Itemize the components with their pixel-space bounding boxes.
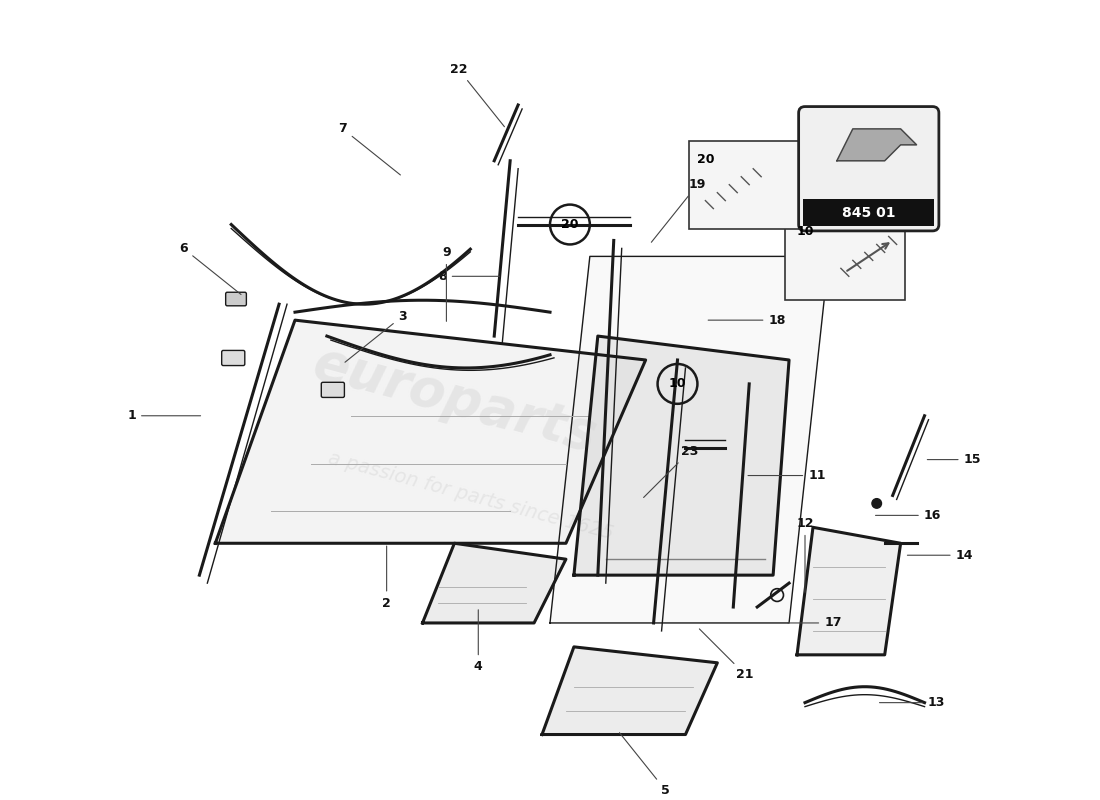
Text: 17: 17 [788, 617, 842, 630]
Polygon shape [422, 543, 565, 623]
Text: 18: 18 [708, 314, 785, 326]
Text: 10: 10 [798, 225, 814, 238]
Text: 13: 13 [880, 696, 945, 709]
Text: 8: 8 [438, 270, 499, 283]
FancyBboxPatch shape [799, 106, 939, 231]
Polygon shape [550, 256, 829, 623]
FancyBboxPatch shape [226, 292, 246, 306]
Text: 3: 3 [345, 310, 407, 362]
Text: 16: 16 [876, 509, 942, 522]
FancyBboxPatch shape [690, 141, 801, 229]
Text: 20: 20 [697, 153, 715, 166]
Text: 20: 20 [561, 218, 579, 231]
Text: 14: 14 [908, 549, 974, 562]
Text: a passion for parts since 1625: a passion for parts since 1625 [326, 448, 615, 542]
Polygon shape [798, 527, 901, 655]
FancyBboxPatch shape [222, 350, 245, 366]
Polygon shape [542, 647, 717, 734]
Text: 845 01: 845 01 [842, 206, 895, 219]
Polygon shape [574, 336, 789, 575]
Text: 19: 19 [651, 178, 706, 242]
Text: 6: 6 [179, 242, 241, 294]
Text: 21: 21 [700, 629, 754, 682]
Text: 2: 2 [383, 546, 390, 610]
Circle shape [872, 498, 881, 508]
Text: europarts: europarts [307, 337, 602, 462]
Text: 12: 12 [796, 517, 814, 592]
Text: 10: 10 [669, 378, 686, 390]
Text: 1: 1 [128, 410, 200, 422]
FancyBboxPatch shape [803, 199, 934, 226]
Text: 7: 7 [339, 122, 400, 175]
Text: 22: 22 [450, 62, 505, 126]
Text: 5: 5 [619, 733, 670, 797]
Polygon shape [216, 320, 646, 543]
FancyBboxPatch shape [785, 213, 904, 300]
Text: 4: 4 [474, 610, 483, 674]
Text: 11: 11 [748, 469, 826, 482]
Polygon shape [837, 129, 916, 161]
FancyBboxPatch shape [321, 382, 344, 398]
Text: 23: 23 [644, 445, 698, 498]
Text: 15: 15 [927, 453, 981, 466]
Text: 9: 9 [442, 246, 451, 322]
